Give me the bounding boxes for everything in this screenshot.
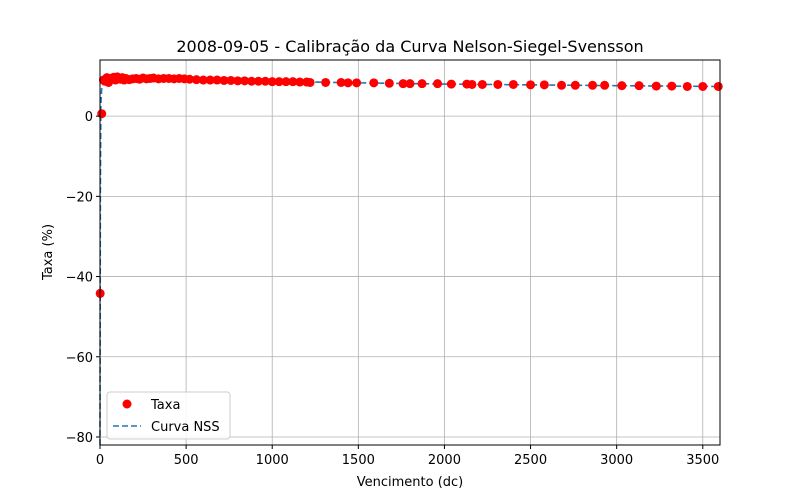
grid [99,60,720,445]
legend-label-curva-nss: Curva NSS [151,420,220,435]
taxa-point [667,81,677,91]
taxa-point [446,79,456,89]
x-tick-label: 3500 [686,453,719,468]
taxa-point [205,75,215,85]
y-tick-label: −80 [66,431,93,446]
taxa-point [352,78,362,88]
taxa-point [212,75,222,85]
taxa-point [570,80,580,90]
taxa-point [682,81,692,91]
x-axis-ticks: 0 500 1000 1500 2000 2500 3000 3500 [96,445,719,468]
taxa-point [493,79,503,89]
taxa-point [219,75,229,85]
y-axis-title: Taxa (%) [41,224,56,281]
taxa-point [477,79,487,89]
taxa-point [369,78,379,88]
taxa-point [634,81,644,91]
taxa-point [233,76,243,86]
taxa-point [253,76,263,86]
taxa-point [467,79,477,89]
taxa-point [557,80,567,90]
x-tick-label: 2500 [514,453,547,468]
x-tick-label: 1000 [256,453,289,468]
taxa-point [185,74,195,84]
taxa-point [97,109,107,119]
taxa-point [617,81,627,91]
plot-frame [99,59,721,446]
legend-label-taxa: Taxa [150,398,180,413]
taxa-point [526,80,536,90]
y-axis-ticks: 0 −20 −40 −60 −80 [66,110,100,446]
nss-curve-layer [99,77,721,446]
taxa-point [260,76,270,86]
taxa-point [281,77,291,87]
legend-box [106,391,231,440]
legend: Taxa Curva NSS [106,391,231,440]
taxa-point [405,79,415,89]
x-tick-label: 500 [174,453,199,468]
legend-marker-taxa [122,399,132,409]
x-axis-title: Vencimento (dc) [357,475,464,490]
y-tick-label: −40 [66,271,93,286]
taxa-point [343,78,353,88]
taxa-point [651,81,661,91]
taxa-point [267,77,277,87]
taxa-points-layer [95,72,723,298]
x-tick-label: 2000 [428,453,461,468]
taxa-point [240,76,250,86]
taxa-point [600,80,610,90]
x-tick-label: 1500 [342,453,375,468]
taxa-point [713,81,723,91]
taxa-point [191,75,201,85]
y-tick-label: −20 [66,190,93,205]
taxa-point [433,79,443,89]
taxa-point [698,81,708,91]
x-tick-label: 0 [96,453,104,468]
curva-nss-line [99,77,721,446]
taxa-point [247,76,257,86]
x-tick-label: 3000 [600,453,633,468]
taxa-point [417,79,427,89]
taxa-point [198,75,208,85]
taxa-point [305,77,315,87]
taxa-point [274,77,284,87]
y-tick-label: 0 [85,110,93,125]
taxa-point [321,77,331,87]
taxa-point [384,78,394,88]
taxa-point [539,80,549,90]
taxa-point [508,79,518,89]
taxa-point [336,77,346,87]
taxa-point [226,75,236,85]
chart-title: 2008-09-05 - Calibração da Curva Nelson-… [176,37,643,56]
taxa-point [588,80,598,90]
y-tick-label: −60 [66,351,93,366]
taxa-point [288,77,298,87]
taxa-point [295,77,305,87]
taxa-point [398,79,408,89]
